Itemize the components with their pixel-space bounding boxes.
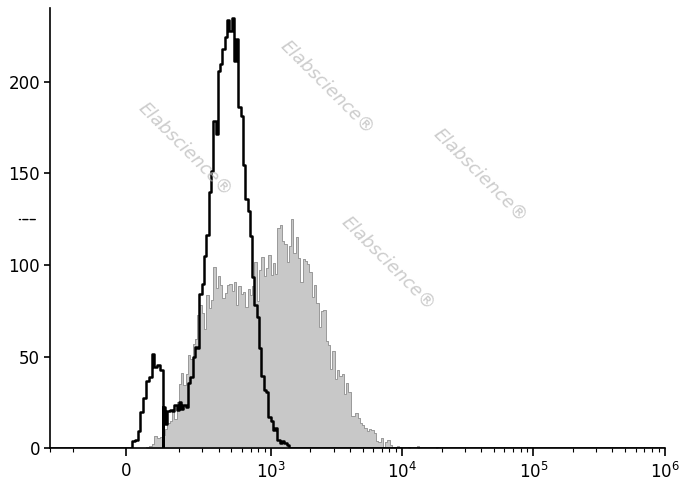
Text: Elabscience®: Elabscience® — [277, 37, 377, 138]
Text: Elabscience®: Elabscience® — [430, 125, 530, 226]
Text: Elabscience®: Elabscience® — [338, 213, 439, 314]
Text: Elabscience®: Elabscience® — [135, 99, 236, 199]
